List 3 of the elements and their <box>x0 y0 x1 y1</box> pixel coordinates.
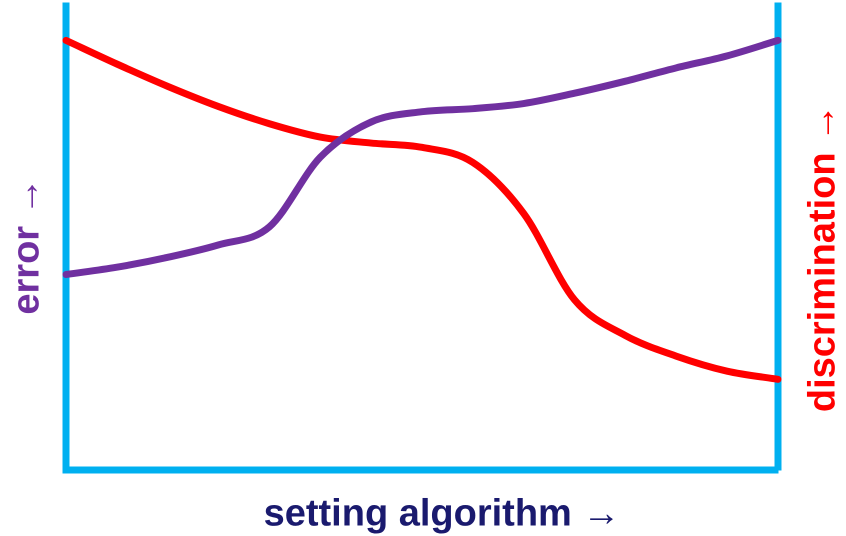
y2-axis-title: discrimination → <box>801 104 844 412</box>
y-axis-title: error → <box>5 177 48 315</box>
x-axis-title: setting algorithm → <box>264 492 620 534</box>
